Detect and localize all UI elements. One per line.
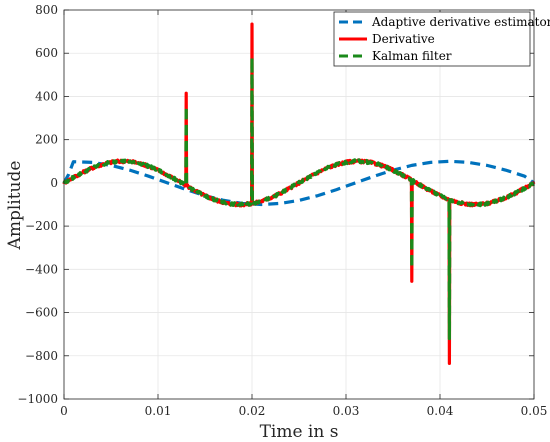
y-tick-label: 0 [50, 176, 58, 190]
y-tick-label: 200 [35, 133, 58, 147]
series-line-kalman-filter [62, 55, 536, 341]
y-tick-label: −200 [25, 219, 58, 233]
x-tick-labels: 0 0.01 0.02 0.03 0.04 0.05 [60, 404, 547, 418]
legend-label-derivative: Derivative [372, 32, 435, 46]
y-tick-label: 400 [35, 89, 58, 103]
y-tick-labels: −1000 −800 −600 −400 −200 0 200 400 600 800 [17, 3, 58, 406]
legend-label-kalman: Kalman filter [372, 49, 452, 63]
series-layer [62, 22, 536, 365]
x-axis-label: Time in s [260, 422, 339, 442]
x-tick-label: 0.03 [333, 404, 360, 418]
x-tick-label: 0.05 [521, 404, 548, 418]
x-tick-label: 0 [60, 404, 68, 418]
x-tick-label: 0.01 [145, 404, 172, 418]
y-axis-label: Amplitude [5, 161, 25, 251]
series-line-adaptive-derivative-estimator [62, 159, 535, 207]
plot-background [64, 10, 534, 399]
y-tick-label: −400 [25, 262, 58, 276]
plot-frame [63, 9, 535, 400]
legend-label-adaptive: Adaptive derivative estimator [371, 15, 550, 29]
y-tick-label: −800 [25, 349, 58, 363]
x-tick-label: 0.04 [427, 404, 454, 418]
x-tick-label: 0.02 [239, 404, 266, 418]
y-tick-label: −1000 [17, 392, 58, 406]
y-tick-label: 600 [35, 46, 58, 60]
y-tick-label: −600 [25, 306, 58, 320]
y-tick-label: 800 [35, 3, 58, 17]
legend: Adaptive derivative estimator Derivative… [333, 11, 550, 67]
